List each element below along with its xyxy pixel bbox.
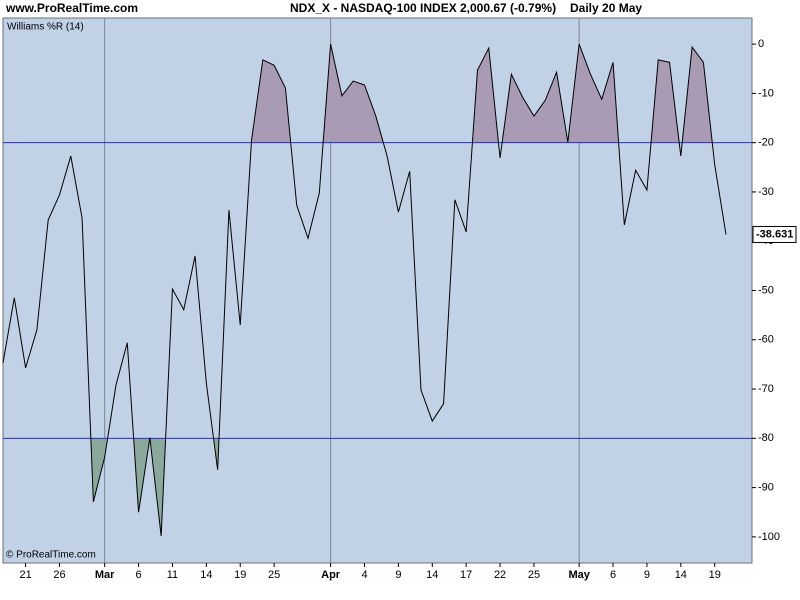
y-tick-label: -60: [758, 334, 774, 346]
copyright: © ProRealTime.com: [6, 550, 96, 561]
x-tick-label: 25: [268, 569, 280, 581]
y-tick-label: -10: [758, 87, 774, 99]
overbought-fill: [3, 44, 726, 143]
x-tick-label: 9: [644, 569, 650, 581]
x-tick-label: 14: [675, 569, 687, 581]
y-tick-label: 0: [758, 38, 764, 50]
plot-area: [2, 17, 753, 564]
williams-line: [2, 43, 727, 536]
plot-layer: 0-10-20-30-40-50-60-70-80-90-1002126Mar6…: [2, 18, 780, 581]
y-tick-label: -50: [758, 284, 774, 296]
price: 2,000.67 (-0.79%): [460, 1, 556, 15]
y-tick-label: -20: [758, 137, 774, 149]
indicator-label: Williams %R (14): [7, 22, 84, 33]
x-tick-label: 26: [53, 569, 65, 581]
x-tick-label: 6: [136, 569, 142, 581]
site-name: www.ProRealTime.com: [5, 1, 138, 15]
y-tick-label: -100: [758, 531, 780, 543]
x-tick-label: 4: [361, 569, 367, 581]
y-tick-label: -70: [758, 383, 774, 395]
x-tick-label: 21: [19, 569, 31, 581]
chart-title: NDX_X - NASDAQ-100 INDEX: [290, 1, 457, 15]
x-tick-label: 11: [167, 569, 178, 581]
x-tick-label: 19: [709, 569, 721, 581]
x-tick-label: May: [568, 569, 590, 581]
y-tick-label: -30: [758, 186, 774, 198]
y-tick-label: -80: [758, 432, 774, 444]
y-tick-label: -90: [758, 482, 774, 494]
last-value-label: -38.631: [756, 228, 793, 240]
x-tick-label: 14: [200, 569, 212, 581]
x-tick-label: 9: [395, 569, 401, 581]
x-tick-label: Mar: [95, 569, 115, 581]
x-tick-label: Apr: [321, 569, 341, 581]
x-tick-label: 14: [426, 569, 438, 581]
x-tick-label: 22: [494, 569, 506, 581]
last-value-box: [752, 225, 797, 243]
x-tick-label: 6: [610, 569, 616, 581]
x-tick-label: 25: [528, 569, 540, 581]
x-tick-label: 19: [234, 569, 246, 581]
x-tick-label: 17: [460, 569, 472, 581]
period: Daily 20 May: [570, 1, 642, 15]
